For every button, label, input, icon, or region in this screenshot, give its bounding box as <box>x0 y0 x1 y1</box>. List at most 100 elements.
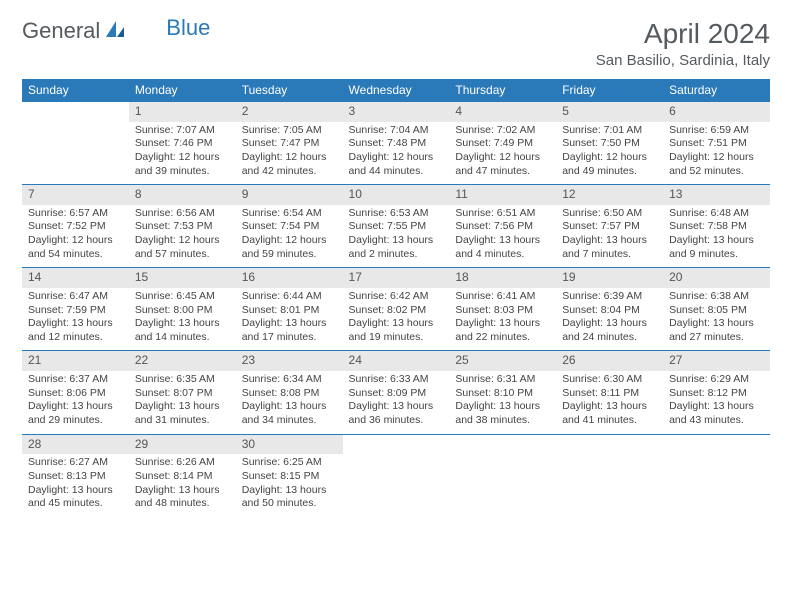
daylight-text: Daylight: 13 hours and 43 minutes. <box>669 400 764 427</box>
calendar-day-cell: 11Sunrise: 6:51 AMSunset: 7:56 PMDayligh… <box>449 185 556 268</box>
weekday-header: Monday <box>129 79 236 102</box>
sunset-text: Sunset: 7:55 PM <box>349 220 444 234</box>
day-details: Sunrise: 6:42 AMSunset: 8:02 PMDaylight:… <box>343 288 450 351</box>
sunrise-text: Sunrise: 6:33 AM <box>349 373 444 387</box>
sunrise-text: Sunrise: 6:54 AM <box>242 207 337 221</box>
sunrise-text: Sunrise: 6:25 AM <box>242 456 337 470</box>
day-number: 29 <box>129 435 236 455</box>
calendar-day-cell: 14Sunrise: 6:47 AMSunset: 7:59 PMDayligh… <box>22 268 129 351</box>
sunset-text: Sunset: 8:03 PM <box>455 304 550 318</box>
day-details: Sunrise: 6:45 AMSunset: 8:00 PMDaylight:… <box>129 288 236 351</box>
sunset-text: Sunset: 7:57 PM <box>562 220 657 234</box>
title-block: April 2024 San Basilio, Sardinia, Italy <box>596 18 770 69</box>
sunrise-text: Sunrise: 6:26 AM <box>135 456 230 470</box>
sunset-text: Sunset: 7:50 PM <box>562 137 657 151</box>
sunset-text: Sunset: 7:56 PM <box>455 220 550 234</box>
daylight-text: Daylight: 13 hours and 24 minutes. <box>562 317 657 344</box>
calendar-day-cell: 1Sunrise: 7:07 AMSunset: 7:46 PMDaylight… <box>129 102 236 185</box>
daylight-text: Daylight: 13 hours and 9 minutes. <box>669 234 764 261</box>
daylight-text: Daylight: 12 hours and 49 minutes. <box>562 151 657 178</box>
sunrise-text: Sunrise: 6:38 AM <box>669 290 764 304</box>
day-number: 14 <box>22 268 129 288</box>
daylight-text: Daylight: 13 hours and 34 minutes. <box>242 400 337 427</box>
sunrise-text: Sunrise: 6:45 AM <box>135 290 230 304</box>
daylight-text: Daylight: 13 hours and 50 minutes. <box>242 484 337 511</box>
calendar-day-cell <box>556 434 663 517</box>
day-number: 28 <box>22 435 129 455</box>
sunrise-text: Sunrise: 6:37 AM <box>28 373 123 387</box>
sunrise-text: Sunrise: 7:05 AM <box>242 124 337 138</box>
day-details: Sunrise: 6:34 AMSunset: 8:08 PMDaylight:… <box>236 371 343 434</box>
sunset-text: Sunset: 7:54 PM <box>242 220 337 234</box>
calendar-day-cell: 16Sunrise: 6:44 AMSunset: 8:01 PMDayligh… <box>236 268 343 351</box>
sunset-text: Sunset: 8:14 PM <box>135 470 230 484</box>
calendar-week-row: 28Sunrise: 6:27 AMSunset: 8:13 PMDayligh… <box>22 434 770 517</box>
daylight-text: Daylight: 12 hours and 39 minutes. <box>135 151 230 178</box>
day-details: Sunrise: 6:47 AMSunset: 7:59 PMDaylight:… <box>22 288 129 351</box>
day-details: Sunrise: 7:07 AMSunset: 7:46 PMDaylight:… <box>129 122 236 185</box>
weekday-header: Sunday <box>22 79 129 102</box>
day-number: 8 <box>129 185 236 205</box>
daylight-text: Daylight: 12 hours and 44 minutes. <box>349 151 444 178</box>
day-number: 17 <box>343 268 450 288</box>
sunset-text: Sunset: 8:10 PM <box>455 387 550 401</box>
sunrise-text: Sunrise: 6:27 AM <box>28 456 123 470</box>
day-number: 5 <box>556 102 663 122</box>
day-number: 25 <box>449 351 556 371</box>
day-details: Sunrise: 6:41 AMSunset: 8:03 PMDaylight:… <box>449 288 556 351</box>
sunrise-text: Sunrise: 6:41 AM <box>455 290 550 304</box>
sunset-text: Sunset: 8:05 PM <box>669 304 764 318</box>
weekday-header: Tuesday <box>236 79 343 102</box>
daylight-text: Daylight: 12 hours and 54 minutes. <box>28 234 123 261</box>
sunrise-text: Sunrise: 6:35 AM <box>135 373 230 387</box>
calendar-week-row: 1Sunrise: 7:07 AMSunset: 7:46 PMDaylight… <box>22 102 770 185</box>
sunset-text: Sunset: 7:48 PM <box>349 137 444 151</box>
sunset-text: Sunset: 7:53 PM <box>135 220 230 234</box>
sunset-text: Sunset: 8:15 PM <box>242 470 337 484</box>
sunset-text: Sunset: 7:59 PM <box>28 304 123 318</box>
daylight-text: Daylight: 13 hours and 2 minutes. <box>349 234 444 261</box>
sunset-text: Sunset: 7:49 PM <box>455 137 550 151</box>
sunrise-text: Sunrise: 6:31 AM <box>455 373 550 387</box>
weekday-header-row: Sunday Monday Tuesday Wednesday Thursday… <box>22 79 770 102</box>
daylight-text: Daylight: 12 hours and 59 minutes. <box>242 234 337 261</box>
sunrise-text: Sunrise: 6:29 AM <box>669 373 764 387</box>
sunset-text: Sunset: 7:51 PM <box>669 137 764 151</box>
calendar-day-cell <box>449 434 556 517</box>
day-number: 13 <box>663 185 770 205</box>
sunrise-text: Sunrise: 6:50 AM <box>562 207 657 221</box>
sunset-text: Sunset: 8:08 PM <box>242 387 337 401</box>
calendar-day-cell: 2Sunrise: 7:05 AMSunset: 7:47 PMDaylight… <box>236 102 343 185</box>
daylight-text: Daylight: 13 hours and 31 minutes. <box>135 400 230 427</box>
day-details: Sunrise: 7:05 AMSunset: 7:47 PMDaylight:… <box>236 122 343 185</box>
day-details: Sunrise: 6:44 AMSunset: 8:01 PMDaylight:… <box>236 288 343 351</box>
day-details: Sunrise: 6:50 AMSunset: 7:57 PMDaylight:… <box>556 205 663 268</box>
calendar-week-row: 7Sunrise: 6:57 AMSunset: 7:52 PMDaylight… <box>22 185 770 268</box>
day-number: 1 <box>129 102 236 122</box>
day-details: Sunrise: 6:25 AMSunset: 8:15 PMDaylight:… <box>236 454 343 517</box>
sunrise-text: Sunrise: 6:48 AM <box>669 207 764 221</box>
day-number: 12 <box>556 185 663 205</box>
daylight-text: Daylight: 13 hours and 17 minutes. <box>242 317 337 344</box>
daylight-text: Daylight: 13 hours and 45 minutes. <box>28 484 123 511</box>
calendar-day-cell: 6Sunrise: 6:59 AMSunset: 7:51 PMDaylight… <box>663 102 770 185</box>
calendar-day-cell: 22Sunrise: 6:35 AMSunset: 8:07 PMDayligh… <box>129 351 236 434</box>
calendar-day-cell: 25Sunrise: 6:31 AMSunset: 8:10 PMDayligh… <box>449 351 556 434</box>
sunset-text: Sunset: 7:46 PM <box>135 137 230 151</box>
calendar-day-cell: 23Sunrise: 6:34 AMSunset: 8:08 PMDayligh… <box>236 351 343 434</box>
calendar-day-cell: 29Sunrise: 6:26 AMSunset: 8:14 PMDayligh… <box>129 434 236 517</box>
sunset-text: Sunset: 8:11 PM <box>562 387 657 401</box>
calendar-day-cell: 26Sunrise: 6:30 AMSunset: 8:11 PMDayligh… <box>556 351 663 434</box>
calendar-day-cell: 19Sunrise: 6:39 AMSunset: 8:04 PMDayligh… <box>556 268 663 351</box>
daylight-text: Daylight: 13 hours and 29 minutes. <box>28 400 123 427</box>
calendar-week-row: 14Sunrise: 6:47 AMSunset: 7:59 PMDayligh… <box>22 268 770 351</box>
sunrise-text: Sunrise: 6:51 AM <box>455 207 550 221</box>
day-number: 7 <box>22 185 129 205</box>
day-number: 30 <box>236 435 343 455</box>
day-number: 10 <box>343 185 450 205</box>
weekday-header: Wednesday <box>343 79 450 102</box>
sunset-text: Sunset: 8:00 PM <box>135 304 230 318</box>
day-number: 2 <box>236 102 343 122</box>
day-number: 20 <box>663 268 770 288</box>
sunset-text: Sunset: 7:52 PM <box>28 220 123 234</box>
